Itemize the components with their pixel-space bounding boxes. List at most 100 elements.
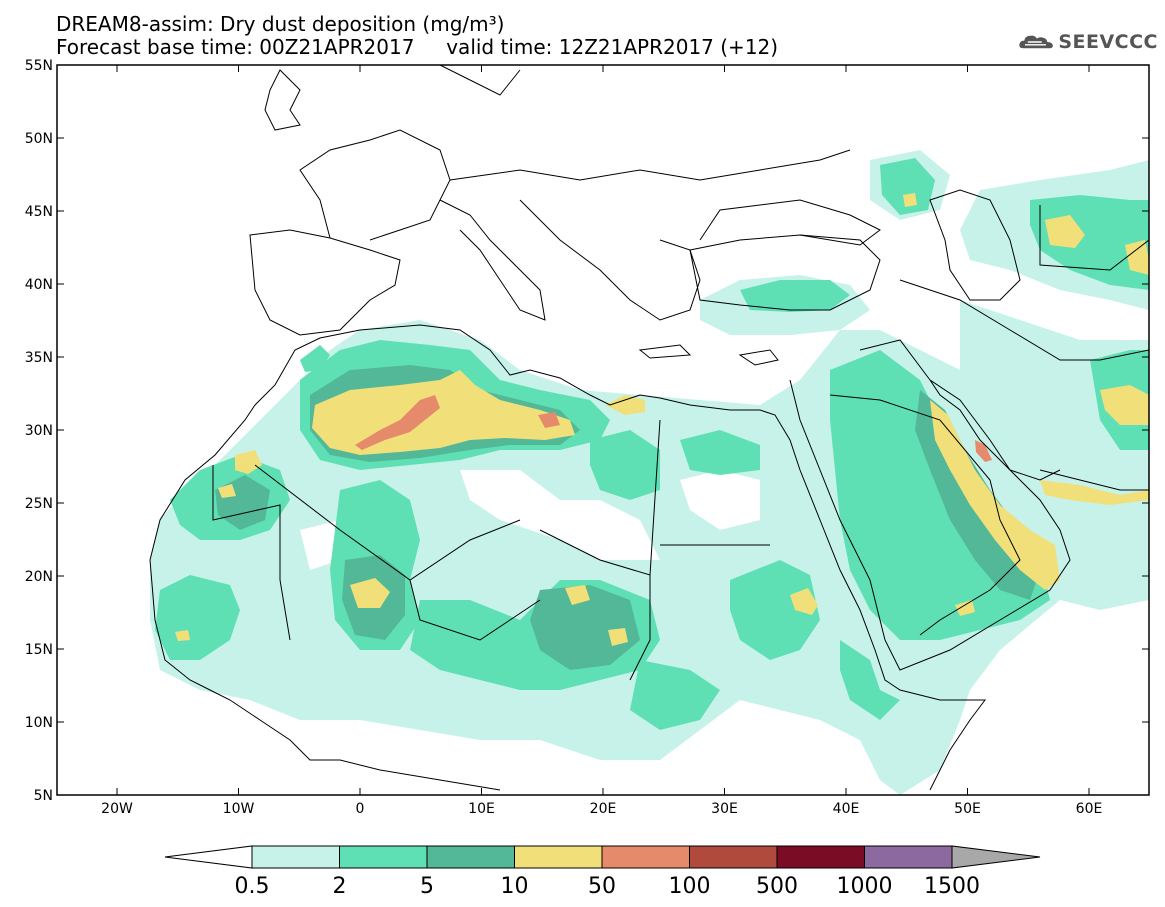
contour-50-algeria [355, 395, 440, 450]
lat-tick-label: 5N [34, 788, 53, 804]
border-europe [449, 149, 851, 181]
contour-10-uzbek [1125, 240, 1149, 275]
lat-tick-label: 40N [25, 277, 53, 293]
colorbar-high-arrow [951, 845, 1041, 869]
lat-tick-label: 25N [25, 496, 53, 512]
lon-tick-label: 30E [711, 801, 738, 817]
map-subtitle-times: Forecast base time: 00Z21APR2017 valid t… [56, 35, 779, 59]
france-coast [299, 129, 451, 241]
contour-2-caspian [880, 158, 935, 215]
crete-coast [638, 344, 692, 359]
border-central-asia [1039, 205, 1149, 271]
longitude-axis: 20W 10W 0 10E 20E 30E 40E 50E 60E [101, 65, 1102, 817]
border-sudan-chad [629, 575, 651, 681]
border-libya-chad [539, 419, 661, 576]
lat-tick-label: 30N [25, 423, 53, 439]
lon-tick-label: 20E [590, 801, 617, 817]
contour-10-western-sahara [235, 450, 262, 474]
lon-tick-label: 10W [223, 801, 255, 817]
lon-tick-label: 0 [356, 801, 365, 817]
contour-10-gulf [1040, 480, 1149, 505]
lat-tick-label: 20N [25, 569, 53, 585]
west-africa-coast [149, 559, 501, 791]
lon-tick-label: 50E [954, 801, 981, 817]
contour-2-libya [590, 430, 660, 500]
lat-tick-label: 50N [25, 131, 53, 147]
contour-2-senegal [155, 575, 240, 660]
border-mauritania [212, 465, 291, 641]
contour-gap-west [300, 520, 340, 570]
lon-tick-label: 60E [1076, 801, 1103, 817]
colorbar-label: 5 [420, 874, 434, 899]
lat-tick-label: 15N [25, 642, 53, 658]
balkans-coast [519, 199, 701, 321]
contour-2-turkey-east [740, 280, 850, 312]
colorbar-label: 0.5 [235, 874, 270, 899]
contour-gap-east [680, 470, 760, 530]
contour-50-tunisia [538, 412, 560, 428]
lon-tick-label: 10E [468, 801, 495, 817]
map-title: DREAM8-assim: Dry dust deposition (mg/m³… [56, 12, 505, 36]
lat-tick-label: 10N [25, 715, 53, 731]
colorbar-segment [514, 845, 603, 869]
iberia-coast [249, 229, 401, 336]
contour-2-ethiopia [840, 640, 900, 720]
italy-coast [439, 199, 546, 321]
colorbar-segment [689, 845, 778, 869]
scandinavia-coast [439, 65, 521, 96]
map-area [57, 65, 1149, 795]
caspian-coast [929, 189, 1021, 301]
contour-2-egypt [680, 430, 760, 475]
black-sea-coast [699, 199, 881, 246]
contour-10-sudan [790, 588, 818, 615]
contour-10-libya [605, 395, 645, 415]
contour-2-sahel-east [630, 660, 720, 730]
colorbar-label: 500 [756, 874, 798, 899]
logo-text: SEEVCCC [1058, 31, 1158, 53]
uk-coast [264, 69, 301, 131]
lon-tick-label: 20W [101, 801, 133, 817]
iran-coast [1039, 469, 1149, 491]
arabia-coast [789, 379, 1071, 671]
lat-tick-label: 45N [25, 204, 53, 220]
colorbar-segment [426, 845, 515, 869]
contour-10-chad2 [608, 628, 628, 646]
colorbar-label: 50 [588, 874, 616, 899]
contour-10-caspian-east [1045, 215, 1085, 248]
border-saudi [829, 394, 1021, 636]
colorbar-segment [339, 845, 428, 869]
colorbar-label: 1500 [924, 874, 980, 899]
border-iran [899, 279, 1149, 361]
contour-gap-central [460, 470, 660, 560]
africa-coastline [149, 324, 986, 791]
contour-10-afghan [1100, 385, 1149, 425]
contour-10-yemen [955, 600, 975, 616]
contour-10-mauritania [218, 484, 236, 498]
border-iraq [859, 339, 931, 381]
colorbar-segment [601, 845, 690, 869]
cyprus-coast [738, 349, 779, 366]
contour-10-caucasus [903, 193, 917, 207]
colorbar-segment [776, 845, 865, 869]
latitude-axis: 55N 50N 45N 40N 35N 30N 25N 20N 15N 10N 5N [25, 58, 1149, 804]
lon-tick-label: 40E [833, 801, 860, 817]
persian-gulf [929, 379, 1061, 481]
contour-10-mali [350, 578, 390, 608]
seevccc-logo: SEEVCCC [1018, 28, 1158, 56]
border-mali-niger [409, 579, 541, 641]
colorbar-label: 10 [501, 874, 529, 899]
contour-0.5-iran [960, 300, 1149, 480]
colorbar-label: 100 [669, 874, 711, 899]
colorbar-low-arrow [164, 845, 253, 869]
colorbar-segment [864, 845, 953, 869]
cloud-icon [1019, 35, 1053, 49]
colorbar: 0.5 2 5 10 50 100 500 1000 1500 [164, 845, 1041, 899]
colorbar-label: 1000 [837, 874, 893, 899]
lat-tick-label: 35N [25, 350, 53, 366]
contour-2-morocco [300, 345, 330, 372]
turkey-coast [689, 234, 881, 311]
contour-2-sudan [730, 560, 820, 660]
contour-50-gulf [975, 440, 992, 462]
contour-5-chad [530, 585, 640, 670]
